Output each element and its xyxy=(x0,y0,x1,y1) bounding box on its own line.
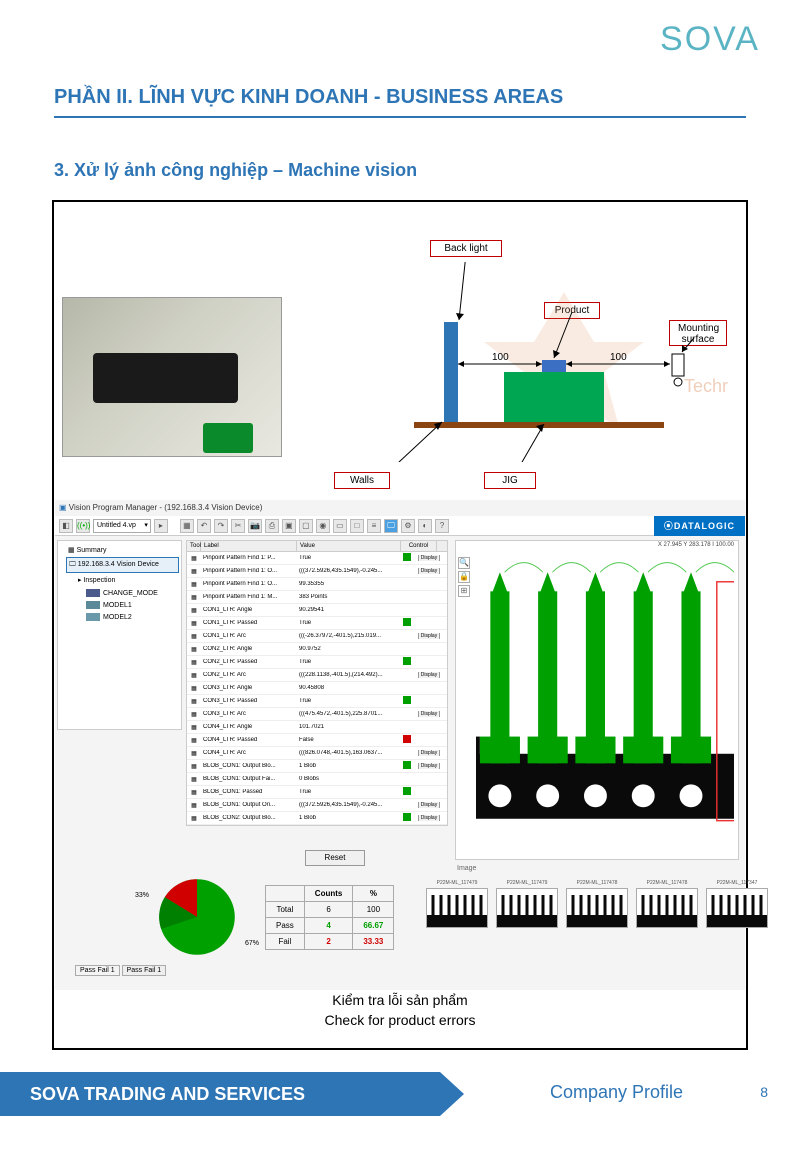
table-row[interactable]: ▦BLOB_CON2: Output Blo...1 BlobDisplay xyxy=(187,812,447,825)
pie-chart xyxy=(155,875,239,959)
zoom-icon[interactable]: 🔍 xyxy=(458,557,470,569)
svg-text:Techr: Techr xyxy=(684,376,728,396)
pie-pct-33: 33% xyxy=(135,892,149,899)
reset-button[interactable]: Reset xyxy=(305,850,365,866)
table-row[interactable]: ▦CON2_LTR: PassedTrue xyxy=(187,656,447,669)
pass-fail-summary: 33% 67% Counts% Total6100 Pass466.67 Fai… xyxy=(65,870,445,980)
table-row[interactable]: ▦BLOB_CON1: Output Blo...1 BlobDisplay xyxy=(187,760,447,773)
vision-image-panel: X 27.945 Y 283.178 I 100.00 🔍 🔒 ⊞ xyxy=(455,540,739,860)
toolbar-btn[interactable]: 📷 xyxy=(248,519,262,533)
camera-photo xyxy=(62,297,282,457)
table-row[interactable]: ▦CON3_LTR: Arc(((475.4572,-401.5),225.87… xyxy=(187,708,447,721)
pass-fail-table: Counts% Total6100 Pass466.67 Fail233.33 xyxy=(265,885,394,950)
toolbar-btn[interactable]: ▸ xyxy=(154,519,168,533)
tree-model1[interactable]: MODEL1 xyxy=(84,599,179,611)
pie-pct-67: 67% xyxy=(245,940,259,947)
thumbnail[interactable]: P22M-ML_117479 xyxy=(426,880,488,960)
tree-change-model[interactable]: CHANGE_MODE xyxy=(84,587,179,599)
toolbar-btn[interactable]: ◧ xyxy=(59,519,73,533)
table-row[interactable]: ▦BLOB_CON1: Output Fai...0 Blobs xyxy=(187,773,447,786)
footer-company: SOVA TRADING AND SERVICES xyxy=(0,1072,440,1116)
table-row[interactable]: ▦Pinpoint Pattern Find 1: O...99.35355 xyxy=(187,578,447,591)
diagram-svg: Techr 100 100 xyxy=(394,262,744,462)
table-row[interactable]: ▦Pinpoint Pattern Find 1: M...383 Points xyxy=(187,591,447,604)
svg-text:100: 100 xyxy=(610,352,627,363)
image-coords: X 27.945 Y 283.178 I 100.00 xyxy=(658,542,734,548)
table-row[interactable]: ▦CON2_LTR: Arc(((228.1138,-401.5),(214.4… xyxy=(187,669,447,682)
image-thumbnails: P22M-ML_117479 P22M-ML_117479 P22M-ML_11… xyxy=(455,880,739,960)
table-row[interactable]: ▦CON4_LTR: Angle101.7021 xyxy=(187,721,447,734)
toolbar-btn[interactable]: ((•)) xyxy=(76,519,90,533)
grid-icon[interactable]: ⊞ xyxy=(458,585,470,597)
toolbar-btn[interactable]: ↷ xyxy=(214,519,228,533)
window-title: ▣ Vision Program Manager - (192.168.3.4 … xyxy=(59,503,262,512)
image-section-label: Image xyxy=(457,865,476,872)
thumbnail[interactable]: P22M-ML_117479 xyxy=(496,880,558,960)
toolbar-btn[interactable]: ◉ xyxy=(316,519,330,533)
vision-setup-diagram: Back light Product Mounting surface Wall… xyxy=(54,202,746,497)
footer-arrow xyxy=(440,1072,464,1116)
tree-model2[interactable]: MODEL2 xyxy=(84,611,179,623)
table-row[interactable]: ▦CON1_LTR: Angle90.29541 xyxy=(187,604,447,617)
image-tools: 🔍 🔒 ⊞ xyxy=(458,557,472,599)
table-row[interactable]: ▦CON4_LTR: Arc(((826.0748,-401.5),163.06… xyxy=(187,747,447,760)
toolbar-btn[interactable]: ⎙ xyxy=(265,519,279,533)
toolbar-btn[interactable]: ⚙ xyxy=(401,519,415,533)
table-row[interactable]: ▦BLOB_CON1: Output Ori...(((372.5926,435… xyxy=(187,799,447,812)
file-dropdown[interactable]: Untitled 4.vp xyxy=(93,519,151,533)
toolbar: ◧ ((•)) Untitled 4.vp ▸ ▦ ↶ ↷ ✂ 📷 ⎙ ▣ ▢ … xyxy=(55,516,745,536)
inspection-results-table: Tool Label Value Control ▦Pinpoint Patte… xyxy=(186,540,448,826)
table-row[interactable]: ▦CON4_LTR: PassedFalse xyxy=(187,734,447,747)
tree-inspection[interactable]: ▸ Inspection xyxy=(76,573,179,587)
toolbar-btn[interactable]: ▦ xyxy=(180,519,194,533)
toolbar-btn[interactable]: ◐ xyxy=(418,519,432,533)
label-jig: JIG xyxy=(484,472,536,489)
table-row[interactable]: ▦CON3_LTR: PassedTrue xyxy=(187,695,447,708)
toolbar-btn[interactable]: ? xyxy=(435,519,449,533)
table-row[interactable]: ▦Pinpoint Pattern Find 1: O...(((372.592… xyxy=(187,565,447,578)
thumbnail[interactable]: P22M-ML_117478 xyxy=(566,880,628,960)
toolbar-btn[interactable]: 🖵 xyxy=(384,519,398,533)
subsection-title: 3. Xử lý ảnh công nghiệp – Machine visio… xyxy=(54,160,417,181)
label-backlight: Back light xyxy=(430,240,502,257)
toolbar-btn[interactable]: ▢ xyxy=(299,519,313,533)
toolbar-btn[interactable]: ↶ xyxy=(197,519,211,533)
table-row[interactable]: ▦CON1_LTR: PassedTrue xyxy=(187,617,447,630)
table-row[interactable]: ▦BLOB_CON1: PassedTrue xyxy=(187,786,447,799)
svg-text:100: 100 xyxy=(492,352,509,363)
toolbar-btn[interactable]: □ xyxy=(350,519,364,533)
tree-summary[interactable]: ▦ Summary xyxy=(66,543,179,557)
tree-device[interactable]: 🖵 192.168.3.4 Vision Device xyxy=(66,557,179,573)
footer-profile: Company Profile xyxy=(550,1082,683,1103)
toolbar-btn[interactable]: ≡ xyxy=(367,519,381,533)
passfail-tabs[interactable]: Pass Fail 1 Pass Fail 1 xyxy=(75,967,166,974)
page-number: 8 xyxy=(760,1084,768,1100)
table-row[interactable]: ▦CON3_LTR: Angle90.45808 xyxy=(187,682,447,695)
toolbar-btn[interactable]: ✂ xyxy=(231,519,245,533)
vision-canvas[interactable] xyxy=(476,557,734,855)
caption: Kiểm tra lỗi sản phẩm Check for product … xyxy=(54,990,746,1030)
sova-logo: SOVA xyxy=(660,20,760,59)
thumbnail[interactable]: P22M-ML_117347 xyxy=(706,880,768,960)
vision-software-screenshot: ▣ Vision Program Manager - (192.168.3.4 … xyxy=(55,500,745,990)
navigation-tree[interactable]: ▦ Summary 🖵 192.168.3.4 Vision Device ▸ … xyxy=(57,540,182,730)
section-header: PHẦN II. LĨNH VỰC KINH DOANH - BUSINESS … xyxy=(54,86,563,109)
toolbar-btn[interactable]: ▣ xyxy=(282,519,296,533)
page-footer: SOVA TRADING AND SERVICES Company Profil… xyxy=(0,1072,800,1116)
table-row[interactable]: ▦CON1_LTR: Arc(((-26.37972,-401.5),215.0… xyxy=(187,630,447,643)
main-content-frame: Back light Product Mounting surface Wall… xyxy=(52,200,748,1050)
toolbar-btn[interactable]: ▭ xyxy=(333,519,347,533)
label-walls: Walls xyxy=(334,472,390,489)
thumbnail[interactable]: P22M-ML_117478 xyxy=(636,880,698,960)
datalogic-brand: ⦿DATALOGIC xyxy=(654,516,745,536)
table-header: Tool Label Value Control xyxy=(187,541,447,552)
table-row[interactable]: ▦Pinpoint Pattern Find 1: P...TrueDispla… xyxy=(187,552,447,565)
table-row[interactable]: ▦CON2_LTR: Angle90.9752 xyxy=(187,643,447,656)
header-rule xyxy=(54,116,746,118)
lock-icon[interactable]: 🔒 xyxy=(458,571,470,583)
